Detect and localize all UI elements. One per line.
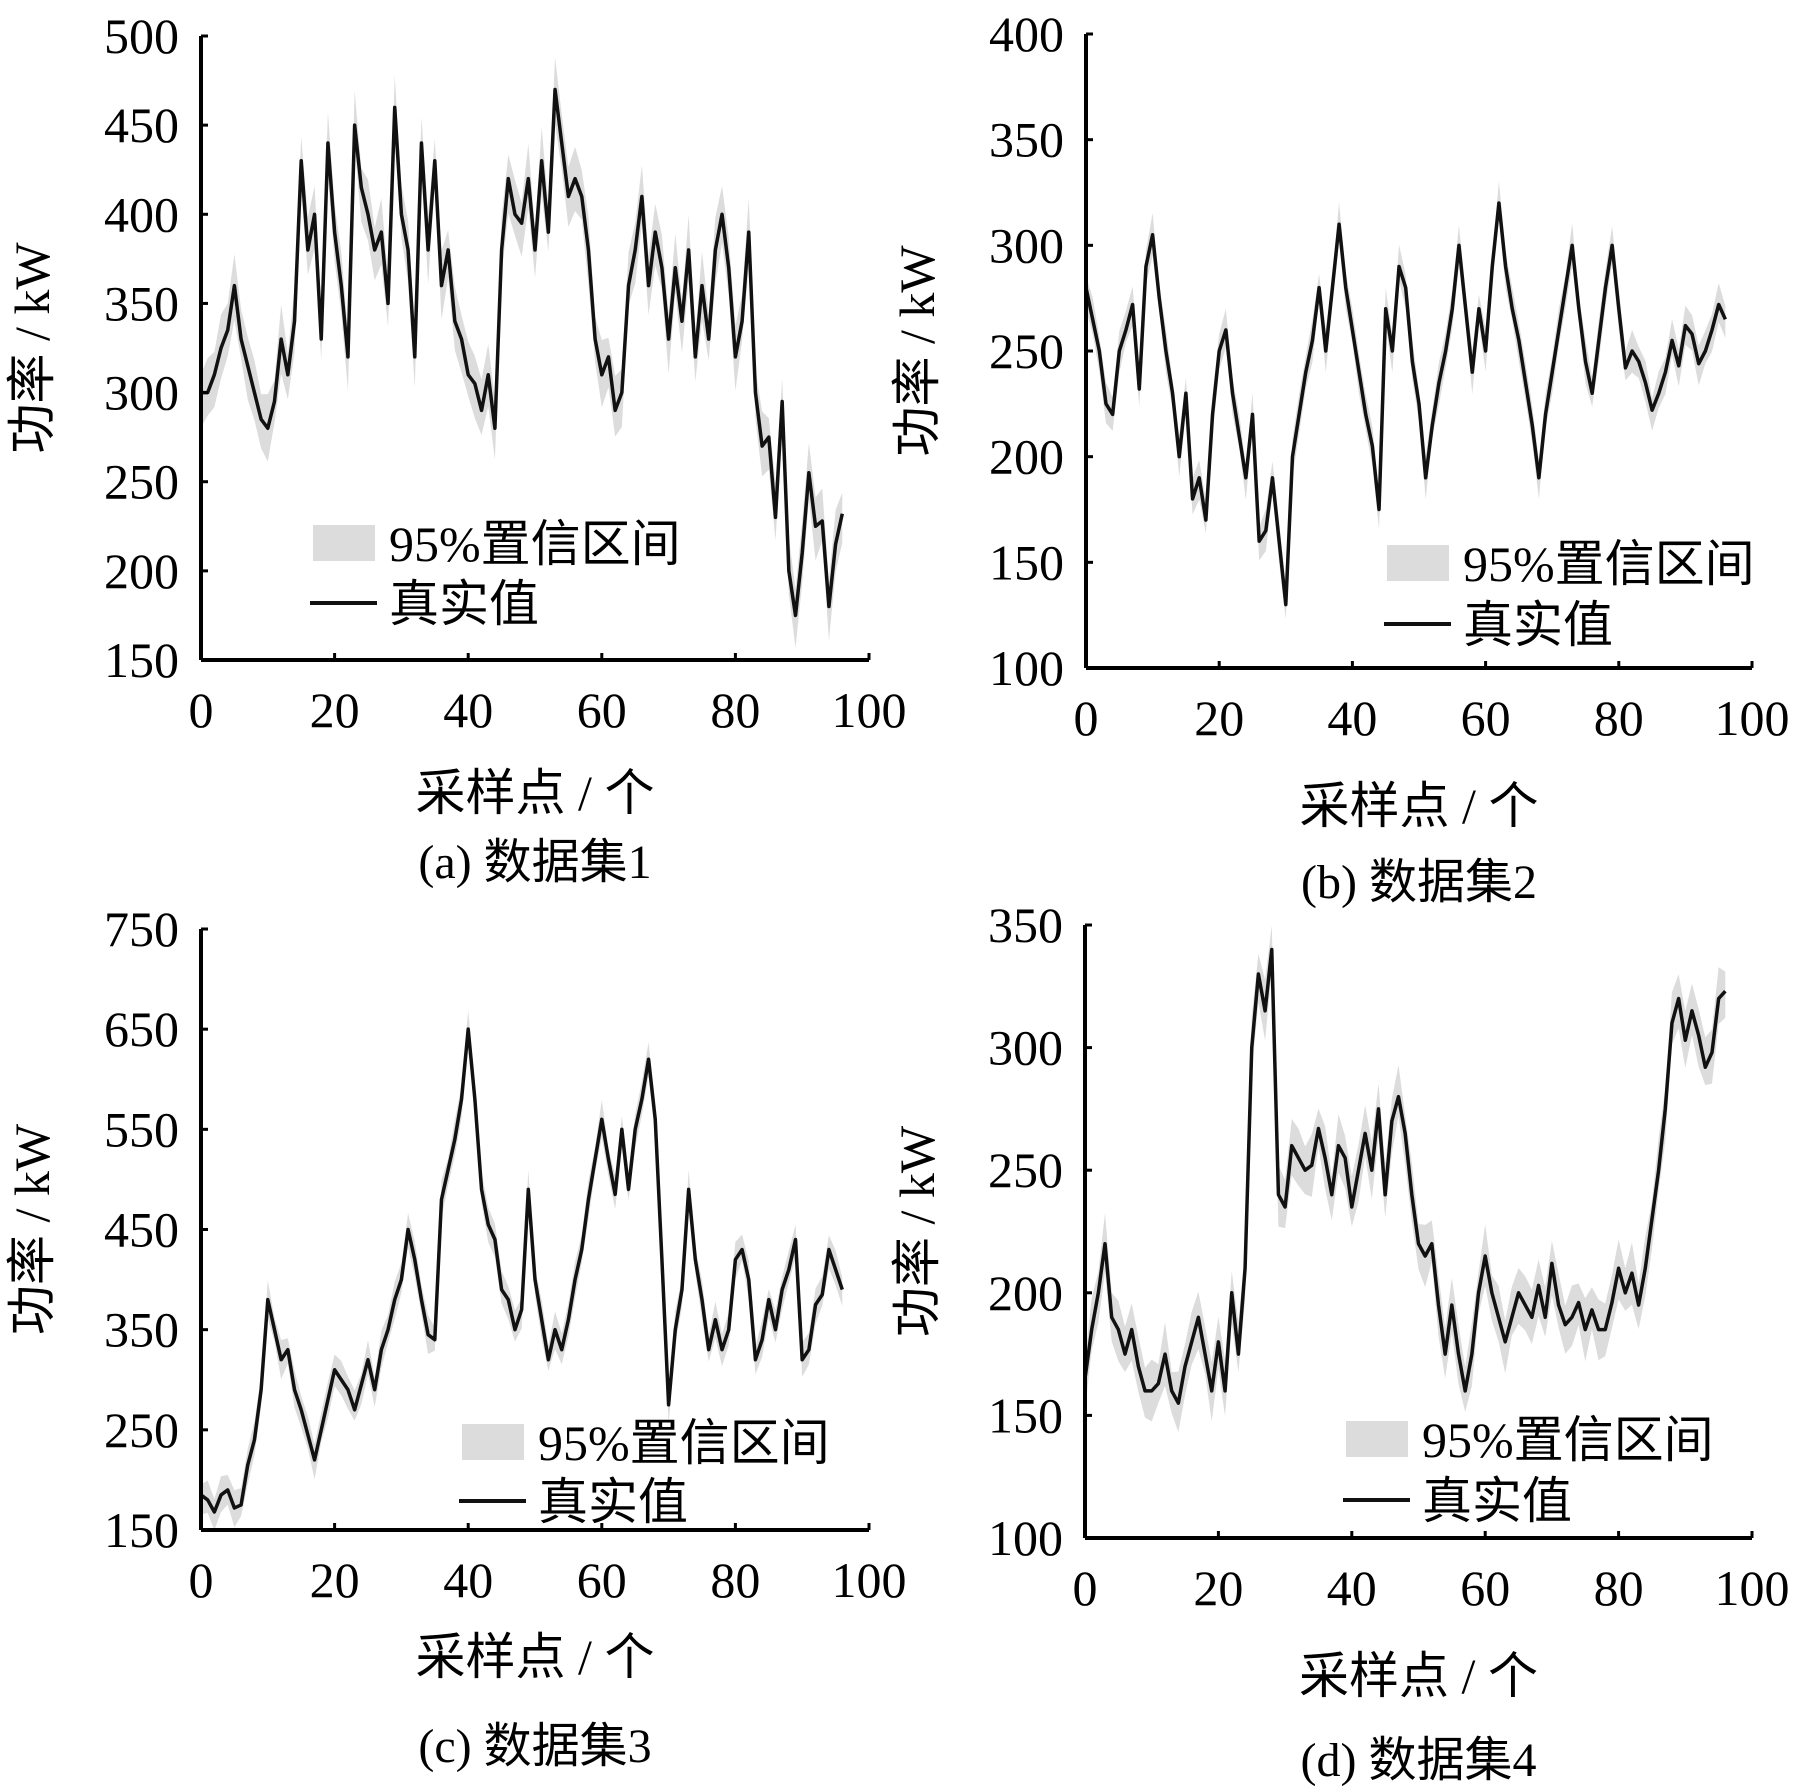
true-value-line: [199, 1027, 844, 1514]
x-tick-label: 60: [1460, 1560, 1510, 1616]
x-axis-label: 采样点 / 个: [416, 1629, 655, 1685]
y-tick-label: 350: [104, 1302, 179, 1358]
x-tick-label: 40: [1327, 690, 1377, 746]
y-tick-label: 250: [988, 1142, 1063, 1198]
y-tick-label: 350: [988, 897, 1063, 953]
panel-caption: (d) 数据集4: [1301, 1734, 1537, 1787]
y-tick-label: 450: [104, 97, 179, 153]
x-tick-label: 80: [1594, 690, 1644, 746]
y-tick-label: 300: [989, 217, 1064, 273]
x-tick-label: 80: [710, 682, 760, 738]
x-tick-label: 100: [832, 682, 907, 738]
y-tick-label: 400: [989, 6, 1064, 62]
legend-band-swatch: [462, 1424, 524, 1460]
panel-caption: (b) 数据集2: [1301, 856, 1537, 909]
y-tick-label: 150: [988, 1387, 1063, 1443]
y-tick-label: 350: [989, 112, 1064, 168]
chart-panel-2: 150 250 350 450 550 650 750 0 20 40 60 80 100 采样点 / 个…: [4, 901, 907, 1773]
y-tick-label: 750: [104, 901, 179, 957]
x-tick-label: 100: [1715, 1560, 1790, 1616]
confidence-band: [201, 1010, 843, 1531]
x-tick-label: 20: [310, 1552, 360, 1608]
legend-band-label: 95%置信区间: [1463, 536, 1755, 592]
chart-panel-3: 100 150 200 250 300 350 0 20 40 60 80 100 采样点 / 个 功率 …: [889, 897, 1790, 1787]
panel-caption: (c) 数据集3: [418, 1720, 651, 1773]
legend-band-label: 95%置信区间: [389, 516, 681, 572]
x-tick-label: 60: [577, 682, 627, 738]
y-tick-label: 400: [104, 186, 179, 242]
x-tick-label: 80: [710, 1552, 760, 1608]
y-tick-label: 300: [104, 365, 179, 421]
x-axis-label: 采样点 / 个: [1299, 1648, 1538, 1704]
y-axis-label: 功率 / kW: [4, 1123, 60, 1335]
x-tick-label: 20: [310, 682, 360, 738]
y-tick-label: 450: [104, 1202, 179, 1258]
legend-line-label: 真实值: [538, 1474, 688, 1530]
y-tick-label: 550: [104, 1101, 179, 1157]
y-axis-label: 功率 / kW: [889, 1125, 945, 1337]
legend-line-label: 真实值: [1422, 1473, 1572, 1529]
y-tick-label: 200: [989, 429, 1064, 485]
x-tick-label: 60: [577, 1552, 627, 1608]
y-tick-label: 150: [989, 534, 1064, 590]
legend-band-label: 95%置信区间: [1422, 1412, 1714, 1468]
legend-band-swatch: [313, 525, 375, 561]
x-tick-label: 0: [189, 1552, 214, 1608]
x-tick-label: 80: [1594, 1560, 1644, 1616]
x-tick-label: 20: [1194, 690, 1244, 746]
true-value-line: [201, 87, 844, 618]
chart-panel-1: 100 150 200 250 300 350 400 0 20 40 60 80 100 采样点 / 个…: [889, 6, 1790, 909]
true-value-line: [1084, 201, 1727, 607]
x-tick-label: 60: [1461, 690, 1511, 746]
legend-band-label: 95%置信区间: [538, 1415, 830, 1471]
y-tick-label: 250: [989, 323, 1064, 379]
y-tick-label: 250: [104, 1402, 179, 1458]
x-tick-label: 0: [1074, 690, 1099, 746]
x-tick-label: 20: [1193, 1560, 1243, 1616]
y-tick-label: 150: [104, 1502, 179, 1558]
x-axis-label: 采样点 / 个: [416, 765, 655, 821]
legend-band-swatch: [1387, 545, 1449, 581]
y-tick-label: 350: [104, 275, 179, 331]
y-tick-label: 650: [104, 1001, 179, 1057]
y-tick-label: 300: [988, 1020, 1063, 1076]
legend-line-label: 真实值: [389, 576, 539, 632]
x-tick-label: 40: [1327, 1560, 1377, 1616]
y-tick-label: 250: [104, 454, 179, 510]
chart-panel-0: 150 200 250 300 350 400 450 500 0 20 40 60 80 100 采样点 …: [4, 8, 907, 889]
x-tick-label: 0: [189, 682, 214, 738]
y-tick-label: 500: [104, 8, 179, 64]
x-tick-label: 0: [1073, 1560, 1098, 1616]
y-axis-label: 功率 / kW: [4, 242, 60, 454]
legend-line-label: 真实值: [1463, 597, 1613, 653]
x-tick-label: 100: [832, 1552, 907, 1608]
y-tick-label: 200: [988, 1265, 1063, 1321]
panel-caption: (a) 数据集1: [418, 836, 651, 889]
y-tick-label: 100: [989, 640, 1064, 696]
confidence-band: [1085, 925, 1726, 1433]
legend-band-swatch: [1346, 1421, 1408, 1457]
y-axis-label: 功率 / kW: [889, 245, 945, 457]
y-tick-label: 200: [104, 543, 179, 599]
y-tick-label: 100: [988, 1510, 1063, 1566]
x-axis-label: 采样点 / 个: [1300, 778, 1539, 834]
x-tick-label: 100: [1715, 690, 1790, 746]
true-value-line: [1083, 947, 1727, 1405]
x-tick-label: 40: [443, 682, 493, 738]
y-tick-label: 150: [104, 632, 179, 688]
x-tick-label: 40: [443, 1552, 493, 1608]
confidence-band: [201, 57, 843, 648]
